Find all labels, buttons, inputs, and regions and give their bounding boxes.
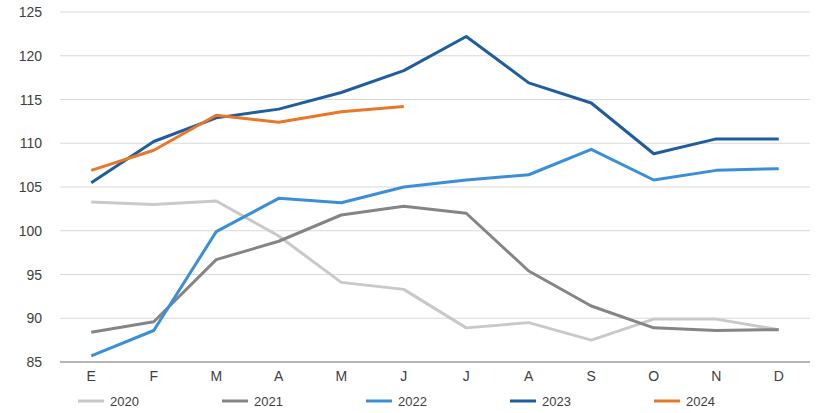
x-tick-label: J [463,368,470,384]
series-line [91,206,779,332]
grid-line [60,362,810,363]
y-tick-label: 115 [20,92,43,108]
grid-line [60,12,810,13]
grid-line [60,55,810,56]
y-tick-label: 105 [19,179,43,195]
x-tick-label: O [648,368,659,384]
x-tick-label: J [400,368,407,384]
grid-line [60,230,810,231]
x-tick-label: N [711,368,721,384]
grid-line [60,274,810,275]
y-tick-label: 90 [26,310,42,326]
y-tick-label: 120 [19,48,43,64]
series-line [91,37,779,183]
legend-label: 2023 [542,394,571,409]
x-tick-label: F [149,368,158,384]
grid-line [60,187,810,188]
y-tick-label: 95 [26,267,42,283]
grid-line [60,99,810,100]
legend-swatch [654,400,680,403]
x-tick-label: A [524,368,534,384]
x-tick-label: D [774,368,784,384]
x-tick-label: A [274,368,284,384]
y-tick-label: 85 [26,354,42,370]
legend-swatch [222,400,248,403]
y-tick-label: 100 [19,223,43,239]
series-line [91,149,779,356]
legend-swatch [366,400,392,403]
series-line [91,107,404,171]
y-tick-label: 110 [20,135,43,151]
x-tick-label: S [587,368,596,384]
series-line [91,201,779,340]
legend-label: 2021 [254,394,283,409]
x-axis [60,362,810,363]
y-tick-label: 125 [19,4,43,20]
x-tick-label: M [210,368,222,384]
legend-swatch [78,400,104,403]
legend-label: 2022 [398,394,427,409]
chart: 85 90 95 100 105 110 115 120 125 E F M A M J J A S O N D 2020… [0,0,820,413]
legend-label: 2020 [110,394,139,409]
legend-swatch [510,400,536,403]
legend-label: 2024 [686,394,715,409]
x-tick-label: E [87,368,96,384]
plot-area [91,37,779,356]
x-tick-label: M [335,368,347,384]
